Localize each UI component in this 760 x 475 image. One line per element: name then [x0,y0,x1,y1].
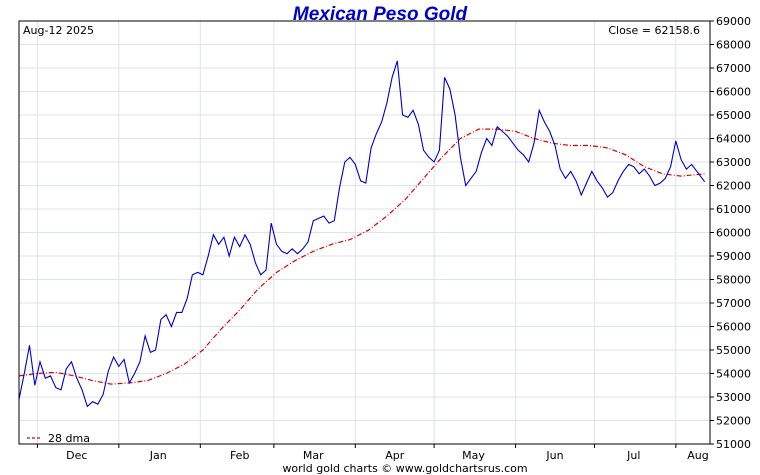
y-tick-label: 61000 [716,203,751,216]
x-tick-label: Mar [303,449,324,462]
y-tick-label: 64000 [716,133,751,146]
y-tick-label: 58000 [716,274,751,287]
x-tick-label: Apr [385,449,405,462]
y-tick-label: 68000 [716,39,751,52]
y-tick-label: 59000 [716,250,751,263]
y-tick-label: 57000 [716,297,751,310]
y-tick-label: 63000 [716,156,751,169]
close-label: Close = 62158.6 [608,24,700,37]
x-tick-label: Dec [66,449,87,462]
date-label: Aug-12 2025 [23,24,94,37]
x-tick-label: Jan [149,449,167,462]
y-tick-label: 52000 [716,415,751,428]
y-tick-label: 56000 [716,321,751,334]
legend-dma-label: 28 dma [48,432,90,445]
legend: 28 dma [27,432,90,445]
dma-series-line [18,128,705,385]
y-tick-label: 69000 [716,15,751,28]
y-tick-label: 67000 [716,62,751,75]
y-tick-label: 51000 [716,438,751,451]
y-tick-label: 55000 [716,344,751,357]
y-tick-label: 62000 [716,180,751,193]
x-tick-label: Feb [230,449,249,462]
plot-frame [18,20,711,445]
x-tick-label: Jun [545,449,563,462]
x-tick-label: Aug [687,449,708,462]
y-axis-ticks: 51000 52000 53000 54000 55000 56000 57000 58000… [710,15,751,451]
y-tick-label: 54000 [716,368,751,381]
y-tick-label: 53000 [716,391,751,404]
y-tick-label: 66000 [716,86,751,99]
x-axis-ticks: Dec Jan Feb Mar Apr May Jun Jul Aug [36,444,709,462]
y-tick-label: 60000 [716,227,751,240]
price-series-line [18,60,706,408]
chart-title: Mexican Peso Gold [293,4,468,25]
x-tick-label: May [462,449,485,462]
grid-lines [19,20,710,445]
x-tick-label: Jul [626,449,640,462]
footer-credit: world gold charts © www.goldchartsrus.co… [282,462,527,475]
y-tick-label: 65000 [716,109,751,122]
